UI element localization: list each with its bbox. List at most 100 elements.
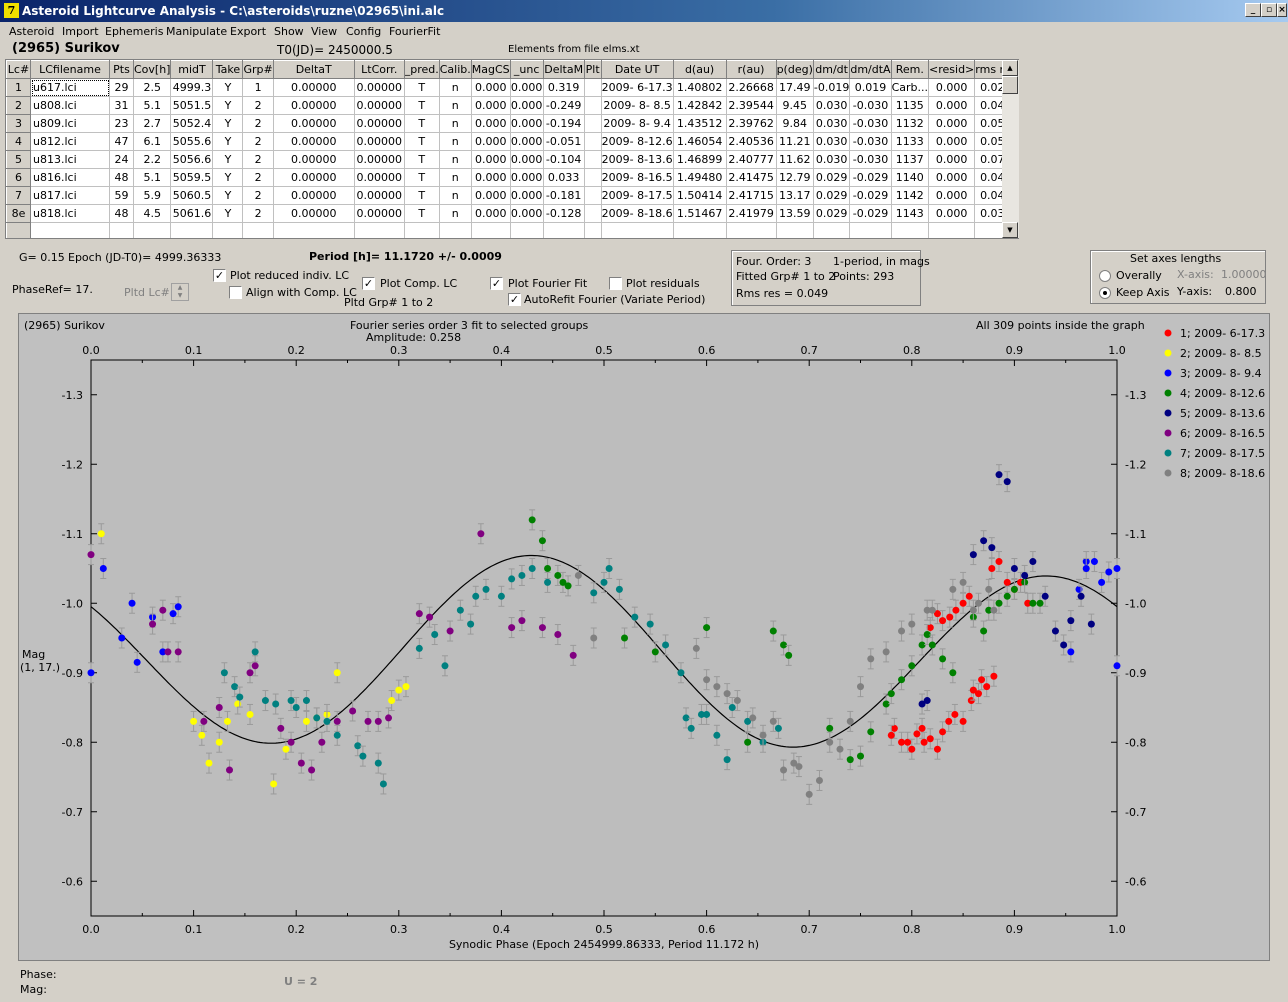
table-cell[interactable]: 59 xyxy=(109,186,134,205)
table-cell[interactable]: 3 xyxy=(6,114,31,133)
table-cell[interactable]: -0.128 xyxy=(542,204,585,223)
table-cell[interactable]: 13.17 xyxy=(775,186,814,205)
menu-import[interactable]: Import xyxy=(62,25,99,38)
column-header[interactable]: LtCorr. xyxy=(353,60,405,79)
table-cell[interactable]: T xyxy=(403,204,440,223)
table-cell[interactable]: 0.000 xyxy=(928,96,976,115)
pltd-lc-spinner[interactable]: ▲ ▼ xyxy=(171,283,189,301)
table-cell[interactable]: 29 xyxy=(109,78,134,97)
table-cell[interactable]: 48 xyxy=(109,168,134,187)
table-cell[interactable]: 0.000 xyxy=(509,204,544,223)
table-cell[interactable]: 0.00000 xyxy=(272,204,355,223)
table-cell[interactable]: 13.59 xyxy=(775,204,814,223)
table-cell[interactable]: 2 xyxy=(242,186,274,205)
column-header[interactable]: Lc# xyxy=(6,60,31,79)
table-cell[interactable]: 0.030 xyxy=(812,96,851,115)
table-cell[interactable]: 5051.5 xyxy=(170,96,214,115)
table-cell[interactable]: 12.79 xyxy=(775,168,814,187)
table-cell[interactable]: 4 xyxy=(6,132,31,151)
table-cell[interactable]: 2009- 6-17.3 xyxy=(600,78,674,97)
plot-comp-checkbox[interactable]: ✓ xyxy=(362,277,375,290)
table-cell[interactable]: -0.104 xyxy=(542,150,585,169)
table-cell[interactable]: 0.000 xyxy=(470,114,511,133)
table-cell[interactable]: 24 xyxy=(109,150,134,169)
table-cell[interactable] xyxy=(583,150,602,169)
table-cell[interactable]: u813.lci xyxy=(30,150,110,169)
table-cell[interactable]: 0.000 xyxy=(509,186,544,205)
table-cell[interactable]: 0.000 xyxy=(470,186,511,205)
table-cell[interactable]: 1.51467 xyxy=(672,204,727,223)
table-cell[interactable]: 5055.6 xyxy=(170,132,214,151)
table-cell[interactable]: Y xyxy=(212,168,244,187)
keep-axis-radio[interactable] xyxy=(1099,287,1111,299)
table-cell[interactable]: 0.019 xyxy=(849,78,892,97)
table-cell[interactable]: 1135 xyxy=(890,96,930,115)
table-cell[interactable]: 5059.5 xyxy=(170,168,214,187)
column-header[interactable]: Cov[h] xyxy=(132,60,172,79)
table-cell[interactable]: u617.lci xyxy=(30,78,110,97)
table-cell[interactable] xyxy=(583,204,602,223)
table-cell[interactable]: 1142 xyxy=(890,186,930,205)
column-header[interactable]: <resid> xyxy=(928,60,976,79)
table-cell[interactable]: 0.000 xyxy=(928,186,976,205)
table-cell[interactable]: 2.2 xyxy=(132,150,172,169)
column-header[interactable]: MagCS xyxy=(470,60,511,79)
table-cell[interactable]: 5052.4 xyxy=(170,114,214,133)
column-header[interactable]: dm/dtA xyxy=(849,60,892,79)
table-cell[interactable]: 0.029 xyxy=(812,168,851,187)
table-cell[interactable]: -0.249 xyxy=(542,96,585,115)
plot-fourier-checkbox[interactable]: ✓ xyxy=(490,277,503,290)
table-cell[interactable]: n xyxy=(438,186,472,205)
table-cell[interactable]: Y xyxy=(212,78,244,97)
table-cell[interactable]: Y xyxy=(212,132,244,151)
close-button[interactable]: × xyxy=(1277,3,1287,17)
column-header[interactable]: Grp# xyxy=(242,60,274,79)
table-cell[interactable]: Y xyxy=(212,186,244,205)
menu-asteroid[interactable]: Asteroid xyxy=(9,25,55,38)
table-cell[interactable]: 0.00000 xyxy=(272,96,355,115)
table-cell[interactable]: 1.40802 xyxy=(672,78,727,97)
overally-radio[interactable] xyxy=(1099,270,1111,282)
table-cell[interactable]: Y xyxy=(212,204,244,223)
table-cell[interactable]: 0.00000 xyxy=(353,78,405,97)
table-cell[interactable]: 0.000 xyxy=(470,78,511,97)
table-cell[interactable]: 2 xyxy=(242,96,274,115)
table-cell[interactable]: 0.00000 xyxy=(272,114,355,133)
table-cell[interactable]: u812.lci xyxy=(30,132,110,151)
table-cell[interactable]: n xyxy=(438,168,472,187)
table-cell[interactable]: 0.000 xyxy=(509,132,544,151)
table-cell[interactable]: 17.49 xyxy=(775,78,814,97)
column-header[interactable]: Rem. xyxy=(890,60,930,79)
table-cell[interactable]: 0.030 xyxy=(812,114,851,133)
table-cell[interactable]: 4.5 xyxy=(132,204,172,223)
table-cell[interactable]: 1.46899 xyxy=(672,150,727,169)
autorefit-checkbox[interactable]: ✓ xyxy=(508,293,521,306)
table-cell[interactable]: u808.lci xyxy=(30,96,110,115)
table-cell[interactable]: 0.000 xyxy=(470,132,511,151)
table-cell[interactable]: -0.029 xyxy=(849,168,892,187)
table-cell[interactable]: T xyxy=(403,96,440,115)
table-cell[interactable]: 0.000 xyxy=(928,150,976,169)
y-axis-value[interactable]: 0.800 xyxy=(1225,285,1257,298)
table-cell[interactable]: 48 xyxy=(109,204,134,223)
menu-manipulate[interactable]: Manipulate xyxy=(166,25,228,38)
table-cell[interactable]: 0.029 xyxy=(812,186,851,205)
table-cell[interactable]: 0.000 xyxy=(470,150,511,169)
table-cell[interactable]: -0.030 xyxy=(849,114,892,133)
table-cell[interactable]: 2 xyxy=(6,96,31,115)
align-checkbox[interactable] xyxy=(229,286,242,299)
table-cell[interactable]: 1.46054 xyxy=(672,132,727,151)
column-header[interactable]: Take xyxy=(212,60,244,79)
table-scrollbar[interactable]: ▲ ▼ xyxy=(1002,60,1019,238)
table-cell[interactable]: 0.000 xyxy=(470,96,511,115)
table-cell[interactable]: 2009- 8- 8.5 xyxy=(600,96,674,115)
table-cell[interactable]: 1.43512 xyxy=(672,114,727,133)
table-cell[interactable]: 0.00000 xyxy=(353,204,405,223)
table-cell[interactable]: 1.49480 xyxy=(672,168,727,187)
table-cell[interactable]: -0.194 xyxy=(542,114,585,133)
table-cell[interactable]: 2.5 xyxy=(132,78,172,97)
table-cell[interactable]: Carb... xyxy=(890,78,930,97)
